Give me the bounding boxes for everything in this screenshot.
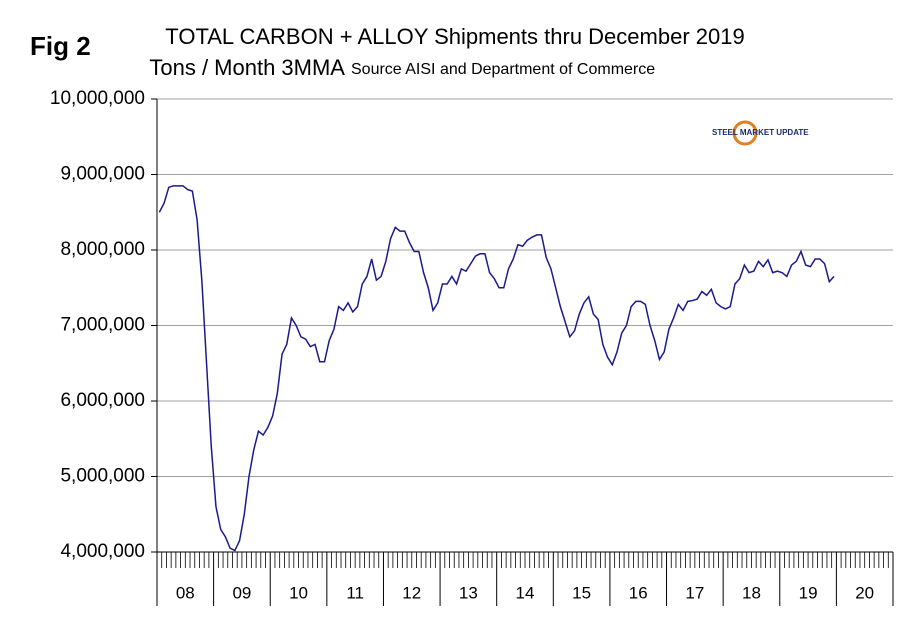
x-tick-label: 17 (685, 583, 704, 602)
x-tick-label: 19 (799, 583, 818, 602)
x-tick-label: 09 (232, 583, 251, 602)
x-tick-label: 11 (346, 583, 364, 602)
x-tick-label: 20 (855, 583, 874, 602)
y-tick-label: 5,000,000 (60, 466, 145, 487)
x-tick-label: 08 (176, 583, 195, 602)
x-tick-label: 12 (402, 583, 421, 602)
x-tick-label: 18 (742, 583, 761, 602)
chart-subtitle: Tons / Month 3MMA (149, 55, 345, 80)
x-tick-label: 13 (459, 583, 478, 602)
y-tick-label: 9,000,000 (60, 164, 145, 185)
logo: STEEL MARKET UPDATE (712, 128, 809, 137)
x-tick-label: 10 (289, 583, 308, 602)
y-tick-label: 7,000,000 (60, 315, 145, 336)
y-tick-label: 10,000,000 (50, 88, 145, 109)
figure-label: Fig 2 (30, 31, 91, 61)
source-note: Source AISI and Department of Commerce (351, 61, 655, 78)
chart-title: TOTAL CARBON + ALLOY Shipments thru Dece… (165, 24, 744, 49)
y-tick-label: 8,000,000 (60, 239, 145, 260)
y-tick-label: 6,000,000 (60, 390, 145, 411)
data-line (158, 185, 835, 552)
x-tick-label: 16 (629, 583, 648, 602)
y-tick-label: 4,000,000 (60, 541, 145, 562)
logo-mark (732, 120, 758, 146)
x-tick-label: 15 (572, 583, 591, 602)
x-tick-label: 14 (516, 583, 535, 602)
